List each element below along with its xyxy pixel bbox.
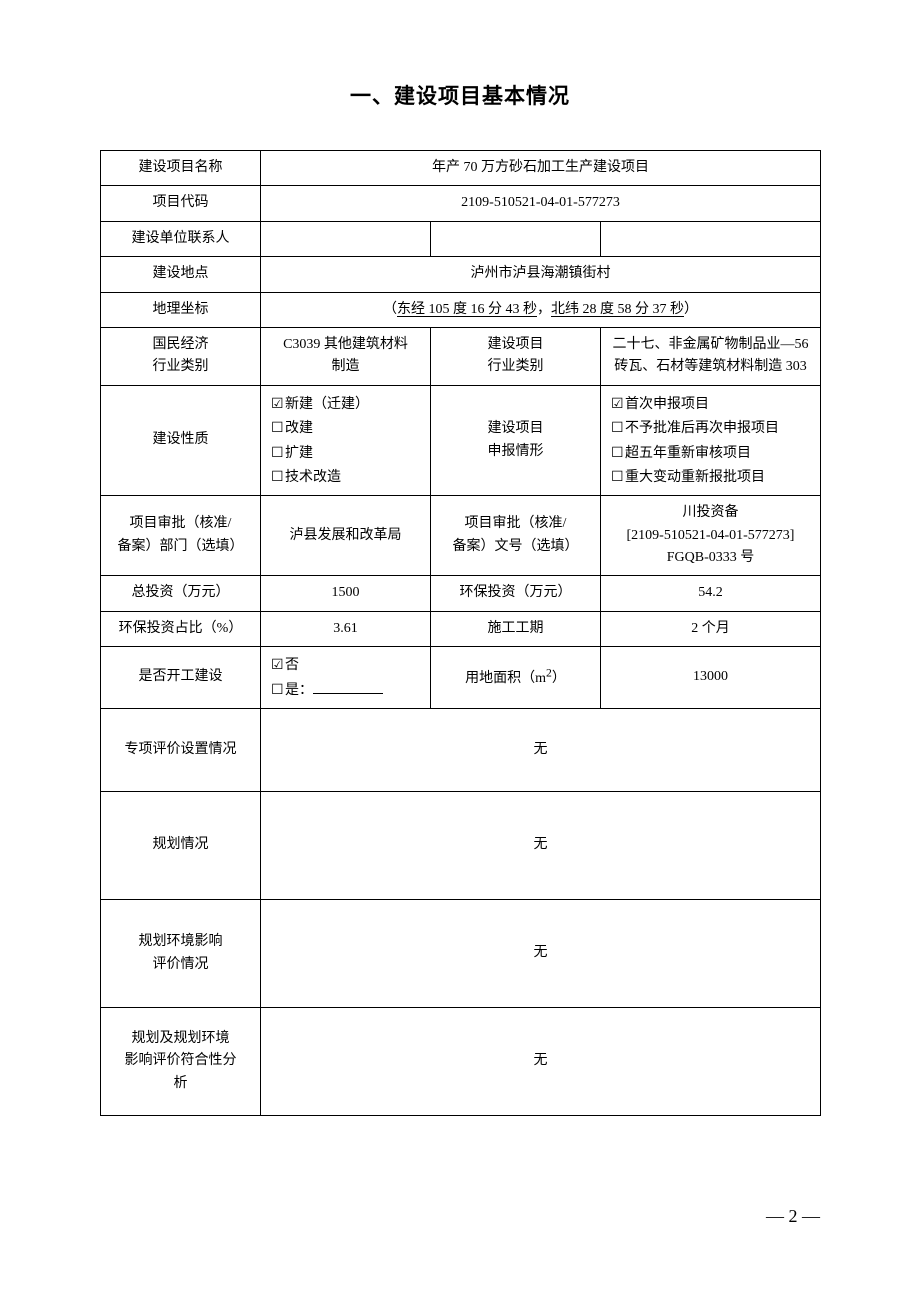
value-land-area: 13000 — [601, 647, 821, 709]
option-text: 技术改造 — [285, 470, 341, 485]
label-location: 建设地点 — [101, 257, 261, 292]
value-location: 泸州市泸县海潮镇街村 — [261, 257, 821, 292]
checkbox-icon: ☐ — [271, 441, 285, 463]
option-text: 重大变动重新报批项目 — [625, 470, 765, 485]
checkbox-icon: ☐ — [271, 678, 285, 700]
value-started: ☑否 ☐是： — [261, 647, 431, 709]
value-plan: 无 — [261, 792, 821, 900]
label-econ-industry: 国民经济行业类别 — [101, 327, 261, 385]
value-total-invest: 1500 — [261, 576, 431, 611]
label-approval-docno: 项目审批（核准/备案）文号（选填） — [431, 496, 601, 576]
table-row: 是否开工建设 ☑否 ☐是： 用地面积（m2） 13000 — [101, 647, 821, 709]
value-econ-industry: C3039 其他建筑材料制造 — [261, 327, 431, 385]
option-text: 扩建 — [285, 446, 313, 461]
label-plan-env: 规划环境影响评价情况 — [101, 900, 261, 1008]
label-env-invest: 环保投资（万元） — [431, 576, 601, 611]
value-project-code: 2109-510521-04-01-577273 — [261, 186, 821, 221]
checkbox-icon: ☑ — [271, 653, 285, 675]
coord-lat: 北纬 28 度 58 分 37 秒 — [551, 302, 684, 317]
page-footer: — 2 — — [100, 1206, 820, 1227]
table-row: 项目审批（核准/备案）部门（选填） 泸县发展和改革局 项目审批（核准/备案）文号… — [101, 496, 821, 576]
checkbox-icon: ☐ — [611, 465, 625, 487]
table-row: 专项评价设置情况 无 — [101, 709, 821, 792]
value-special-eval: 无 — [261, 709, 821, 792]
page-number: 2 — [789, 1206, 798, 1226]
fill-blank — [313, 679, 383, 694]
label-plan: 规划情况 — [101, 792, 261, 900]
value-env-ratio: 3.61 — [261, 611, 431, 646]
option-text: 首次申报项目 — [625, 397, 709, 412]
value-coords: （东经 105 度 16 分 43 秒，北纬 28 度 58 分 37 秒） — [261, 292, 821, 327]
label-plan-env-compliance: 规划及规划环境影响评价符合性分析 — [101, 1008, 261, 1116]
option-text: 是： — [285, 683, 313, 698]
value-build-nature: ☑新建（迁建） ☐改建 ☐扩建 ☐技术改造 — [261, 385, 431, 496]
label-coords: 地理坐标 — [101, 292, 261, 327]
label-project-name: 建设项目名称 — [101, 151, 261, 186]
table-row: 建设性质 ☑新建（迁建） ☐改建 ☐扩建 ☐技术改造 建设项目申报情形 ☑首次申… — [101, 385, 821, 496]
label-project-industry: 建设项目行业类别 — [431, 327, 601, 385]
coord-lon: 东经 105 度 16 分 43 秒 — [397, 302, 537, 317]
value-duration: 2 个月 — [601, 611, 821, 646]
label-project-code: 项目代码 — [101, 186, 261, 221]
value-plan-env: 无 — [261, 900, 821, 1008]
table-row: 地理坐标 （东经 105 度 16 分 43 秒，北纬 28 度 58 分 37… — [101, 292, 821, 327]
label-build-nature: 建设性质 — [101, 385, 261, 496]
page-dash-left: — — [766, 1206, 789, 1226]
checkbox-icon: ☐ — [271, 416, 285, 438]
table-row: 项目代码 2109-510521-04-01-577273 — [101, 186, 821, 221]
value-contact-c3 — [431, 221, 601, 256]
label-special-eval: 专项评价设置情况 — [101, 709, 261, 792]
option-text: 新建（迁建） — [285, 397, 369, 412]
table-row: 国民经济行业类别 C3039 其他建筑材料制造 建设项目行业类别 二十七、非金属… — [101, 327, 821, 385]
checkbox-icon: ☑ — [271, 392, 285, 414]
table-row: 规划环境影响评价情况 无 — [101, 900, 821, 1008]
value-approval-docno: 川投资备[2109-510521-04-01-577273]FGQB-0333 … — [601, 496, 821, 576]
label-duration: 施工工期 — [431, 611, 601, 646]
value-env-invest: 54.2 — [601, 576, 821, 611]
value-approval-dept: 泸县发展和改革局 — [261, 496, 431, 576]
basic-info-table: 建设项目名称 年产 70 万方砂石加工生产建设项目 项目代码 2109-5105… — [100, 150, 821, 1116]
checkbox-icon: ☐ — [271, 465, 285, 487]
table-row: 建设单位联系人 — [101, 221, 821, 256]
checkbox-icon: ☐ — [611, 441, 625, 463]
table-row: 规划及规划环境影响评价符合性分析 无 — [101, 1008, 821, 1116]
label-filing-type: 建设项目申报情形 — [431, 385, 601, 496]
coord-prefix: （ — [383, 302, 397, 317]
coord-sep: ， — [537, 302, 551, 317]
label-env-ratio: 环保投资占比（%） — [101, 611, 261, 646]
value-filing-type: ☑首次申报项目 ☐不予批准后再次申报项目 ☐超五年重新审核项目 ☐重大变动重新报… — [601, 385, 821, 496]
checkbox-icon: ☐ — [611, 416, 625, 438]
section-title: 一、建设项目基本情况 — [100, 80, 820, 110]
table-row: 建设项目名称 年产 70 万方砂石加工生产建设项目 — [101, 151, 821, 186]
land-area-text: 用地面积（m2） — [465, 671, 566, 686]
checkbox-icon: ☑ — [611, 392, 625, 414]
value-project-name: 年产 70 万方砂石加工生产建设项目 — [261, 151, 821, 186]
label-land-area: 用地面积（m2） — [431, 647, 601, 709]
label-approval-dept: 项目审批（核准/备案）部门（选填） — [101, 496, 261, 576]
table-row: 总投资（万元） 1500 环保投资（万元） 54.2 — [101, 576, 821, 611]
value-project-industry: 二十七、非金属矿物制品业—56 砖瓦、石材等建筑材料制造 303 — [601, 327, 821, 385]
table-row: 建设地点 泸州市泸县海潮镇街村 — [101, 257, 821, 292]
label-contact: 建设单位联系人 — [101, 221, 261, 256]
coord-suffix: ） — [684, 302, 698, 317]
label-total-invest: 总投资（万元） — [101, 576, 261, 611]
option-text: 否 — [285, 658, 299, 673]
table-row: 规划情况 无 — [101, 792, 821, 900]
page-dash-right: — — [798, 1206, 821, 1226]
option-text: 改建 — [285, 421, 313, 436]
option-text: 不予批准后再次申报项目 — [625, 421, 779, 436]
option-text: 超五年重新审核项目 — [625, 446, 751, 461]
table-row: 环保投资占比（%） 3.61 施工工期 2 个月 — [101, 611, 821, 646]
value-contact-c4 — [601, 221, 821, 256]
value-contact-c2 — [261, 221, 431, 256]
label-started: 是否开工建设 — [101, 647, 261, 709]
value-plan-env-compliance: 无 — [261, 1008, 821, 1116]
